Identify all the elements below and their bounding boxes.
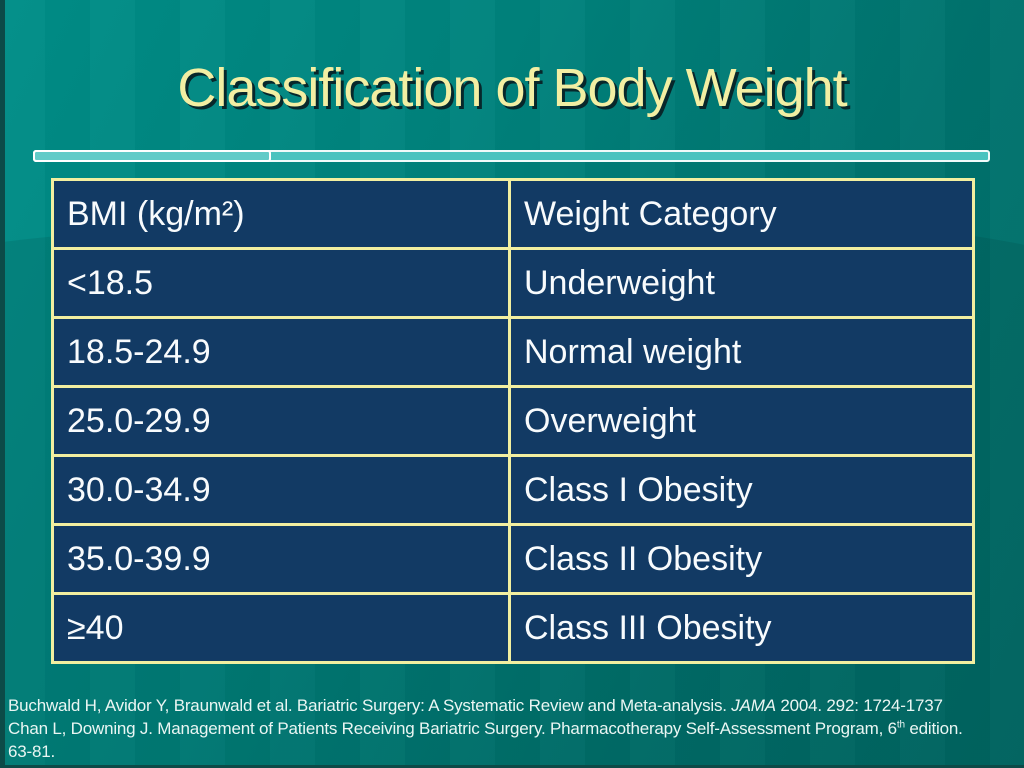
cell-bmi-range: 30.0-34.9 (51, 454, 511, 526)
ordinal-superscript: th (896, 719, 905, 731)
citation-line-3: 63-81. (8, 742, 56, 761)
table-row: 18.5-24.9 Normal weight (51, 316, 975, 388)
cell-weight-category: Normal weight (508, 316, 975, 388)
title-divider-highlight (33, 150, 271, 162)
citation-line-1: Buchwald H, Avidor Y, Braunwald et al. B… (8, 694, 1018, 717)
citation-text: edition. (904, 719, 963, 738)
cell-weight-category: Class II Obesity (508, 523, 975, 595)
citation-text: Chan L, Downing J. Management of Patient… (8, 719, 897, 738)
bottom-edge-stripe (0, 765, 1024, 768)
citation-text: 2004. 292: 1724-1737 (775, 696, 943, 715)
cell-weight-category: Class I Obesity (508, 454, 975, 526)
header-cell-category: Weight Category (508, 178, 975, 250)
cell-weight-category: Class III Obesity (508, 592, 975, 664)
table-row: 25.0-29.9 Overweight (51, 385, 975, 457)
left-edge-stripe (0, 0, 5, 768)
cell-bmi-range: <18.5 (51, 247, 511, 319)
table-header-row: BMI (kg/m²) Weight Category (51, 178, 975, 250)
cell-bmi-range: 35.0-39.9 (51, 523, 511, 595)
table-row: 35.0-39.9 Class II Obesity (51, 523, 975, 595)
cell-bmi-range: 25.0-29.9 (51, 385, 511, 457)
title-divider-bar (33, 150, 990, 162)
header-cell-bmi: BMI (kg/m²) (51, 178, 511, 250)
cell-bmi-range: ≥40 (51, 592, 511, 664)
slide-title: Classification of Body Weight (177, 58, 847, 118)
journal-name: JAMA (731, 696, 776, 715)
citation-text: Buchwald H, Avidor Y, Braunwald et al. B… (8, 696, 732, 715)
cell-weight-category: Underweight (508, 247, 975, 319)
table-row: 30.0-34.9 Class I Obesity (51, 454, 975, 526)
table-row: <18.5 Underweight (51, 247, 975, 319)
cell-weight-category: Overweight (508, 385, 975, 457)
cell-bmi-range: 18.5-24.9 (51, 316, 511, 388)
reference-citations: Buchwald H, Avidor Y, Braunwald et al. B… (8, 694, 1018, 763)
bmi-classification-table: BMI (kg/m²) Weight Category <18.5 Underw… (51, 178, 975, 664)
citation-line-2: Chan L, Downing J. Management of Patient… (8, 717, 1018, 740)
table-row: ≥40 Class III Obesity (51, 592, 975, 664)
